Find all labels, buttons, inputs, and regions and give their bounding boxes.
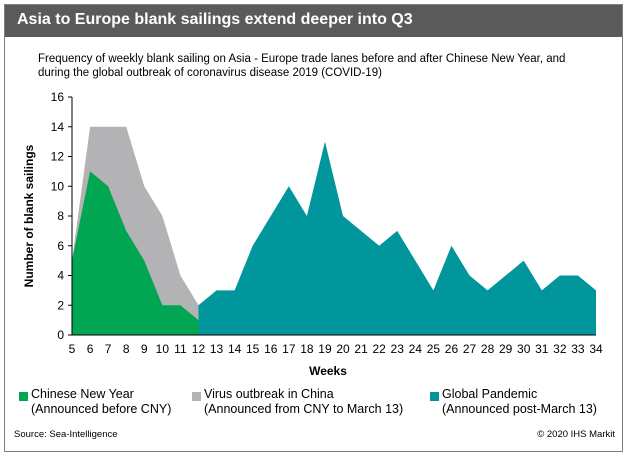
x-tick-label: 19 [318,342,332,356]
x-tick-label: 16 [264,342,278,356]
x-tick-label: 21 [354,342,368,356]
x-tick-label: 6 [87,342,94,356]
x-tick-label: 8 [123,342,130,356]
x-tick-label: 30 [517,342,531,356]
y-tick-label: 2 [57,298,64,312]
y-tick-label: 10 [51,179,65,193]
x-tick-label: 18 [300,342,314,356]
legend-note-pandemic: (Announced post-March 13) [442,402,597,416]
x-axis-title: Weeks [309,364,347,378]
x-tick-label: 5 [69,342,76,356]
title-bar: Asia to Europe blank sailings extend dee… [5,5,622,37]
legend-item-cny: Chinese New Year (Announced before CNY) [31,387,171,417]
x-tick-label: 26 [445,342,459,356]
y-tick-label: 14 [51,120,65,134]
x-tick-label: 10 [156,342,170,356]
x-tick-label: 27 [463,342,477,356]
x-tick-label: 31 [535,342,549,356]
x-tick-label: 32 [553,342,567,356]
area-global-pandemic [198,141,596,335]
x-tick-label: 22 [372,342,386,356]
legend-swatch-pandemic [430,392,439,401]
y-tick-label: 6 [57,239,64,253]
x-tick-label: 15 [246,342,260,356]
y-tick-label: 12 [51,150,65,164]
legend-item-pandemic: Global Pandemic (Announced post-March 13… [442,387,597,417]
legend-label-virus: Virus outbreak in China [204,387,334,401]
y-tick-label: 16 [51,90,65,104]
chart-title: Asia to Europe blank sailings extend dee… [17,11,413,28]
legend-note-cny: (Announced before CNY) [31,402,172,416]
area-cny [72,171,253,335]
x-tick-label: 12 [192,342,206,356]
x-tick-label: 11 [174,342,187,356]
legend-label-pandemic: Global Pandemic [442,387,538,401]
x-tick-label: 14 [228,342,242,356]
x-tick-label: 34 [589,342,603,356]
source-note: Source: Sea-Intelligence [14,429,118,440]
chart-subtitle: Frequency of weekly blank sailing on Asi… [38,53,566,79]
x-tick-label: 9 [141,342,148,356]
x-tick-label: 28 [481,342,495,356]
x-tick-label: 20 [336,342,350,356]
y-axis-title: Number of blank sailings [22,144,36,287]
legend-swatch-virus [192,392,201,401]
y-tick-label: 8 [57,209,64,223]
x-tick-label: 25 [427,342,441,356]
legend-label-cny: Chinese New Year [31,387,134,401]
legend-item-virus: Virus outbreak in China (Announced from … [204,387,403,417]
x-tick-label: 7 [105,342,112,356]
x-tick-label: 24 [409,342,423,356]
x-tick-label: 29 [499,342,513,356]
legend-note-virus: (Announced from CNY to March 13) [204,402,404,416]
chart-frame [4,4,623,452]
x-tick-label: 23 [391,342,405,356]
y-tick-label: 4 [57,269,64,283]
x-tick-label: 17 [282,342,296,356]
legend-swatch-cny [19,392,28,401]
x-tick-label: 33 [571,342,585,356]
copyright-note: © 2020 IHS Markit [537,429,615,440]
x-tick-label: 13 [210,342,224,356]
y-tick-label: 0 [57,328,64,342]
